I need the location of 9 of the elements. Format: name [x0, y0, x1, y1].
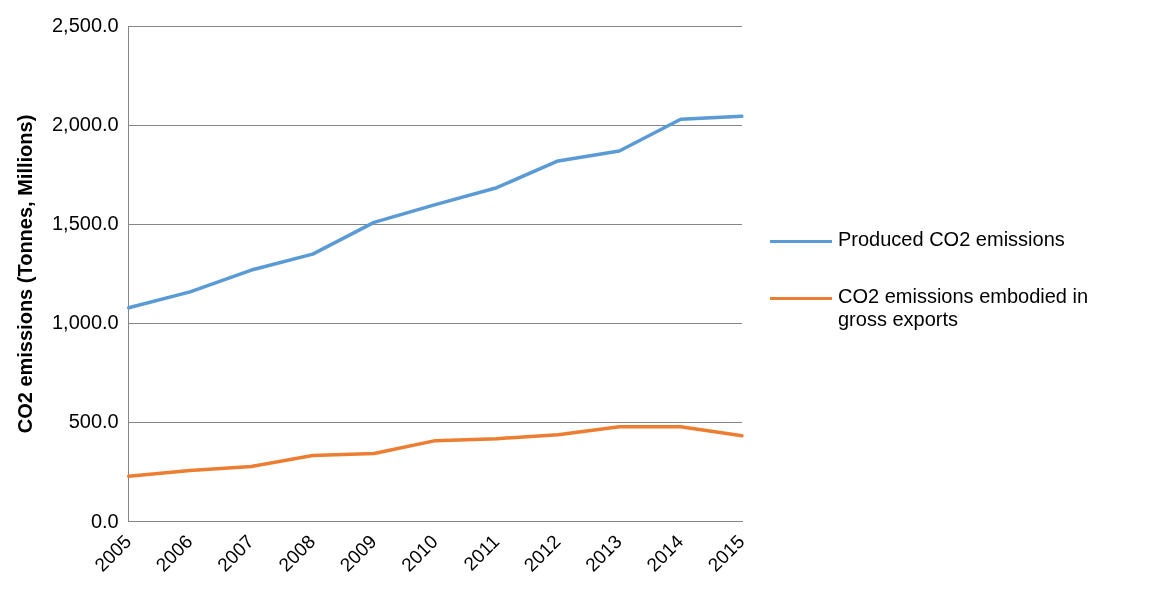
legend-label: CO2 emissions embodied in gross exports [838, 285, 1090, 331]
legend-label: Produced CO2 emissions [838, 228, 1065, 251]
y-tick-label: 1,000.0 [51, 311, 119, 334]
y-tick-label: 1,500.0 [51, 211, 119, 234]
y-tick-label: 500.0 [68, 410, 119, 433]
y-tick-label: 2,500.0 [51, 13, 119, 36]
y-tick-label: 0.0 [90, 509, 119, 532]
y-axis-title: CO2 emissions (Tonnes, Millions) [13, 114, 36, 434]
y-tick-label: 2,000.0 [51, 112, 119, 135]
